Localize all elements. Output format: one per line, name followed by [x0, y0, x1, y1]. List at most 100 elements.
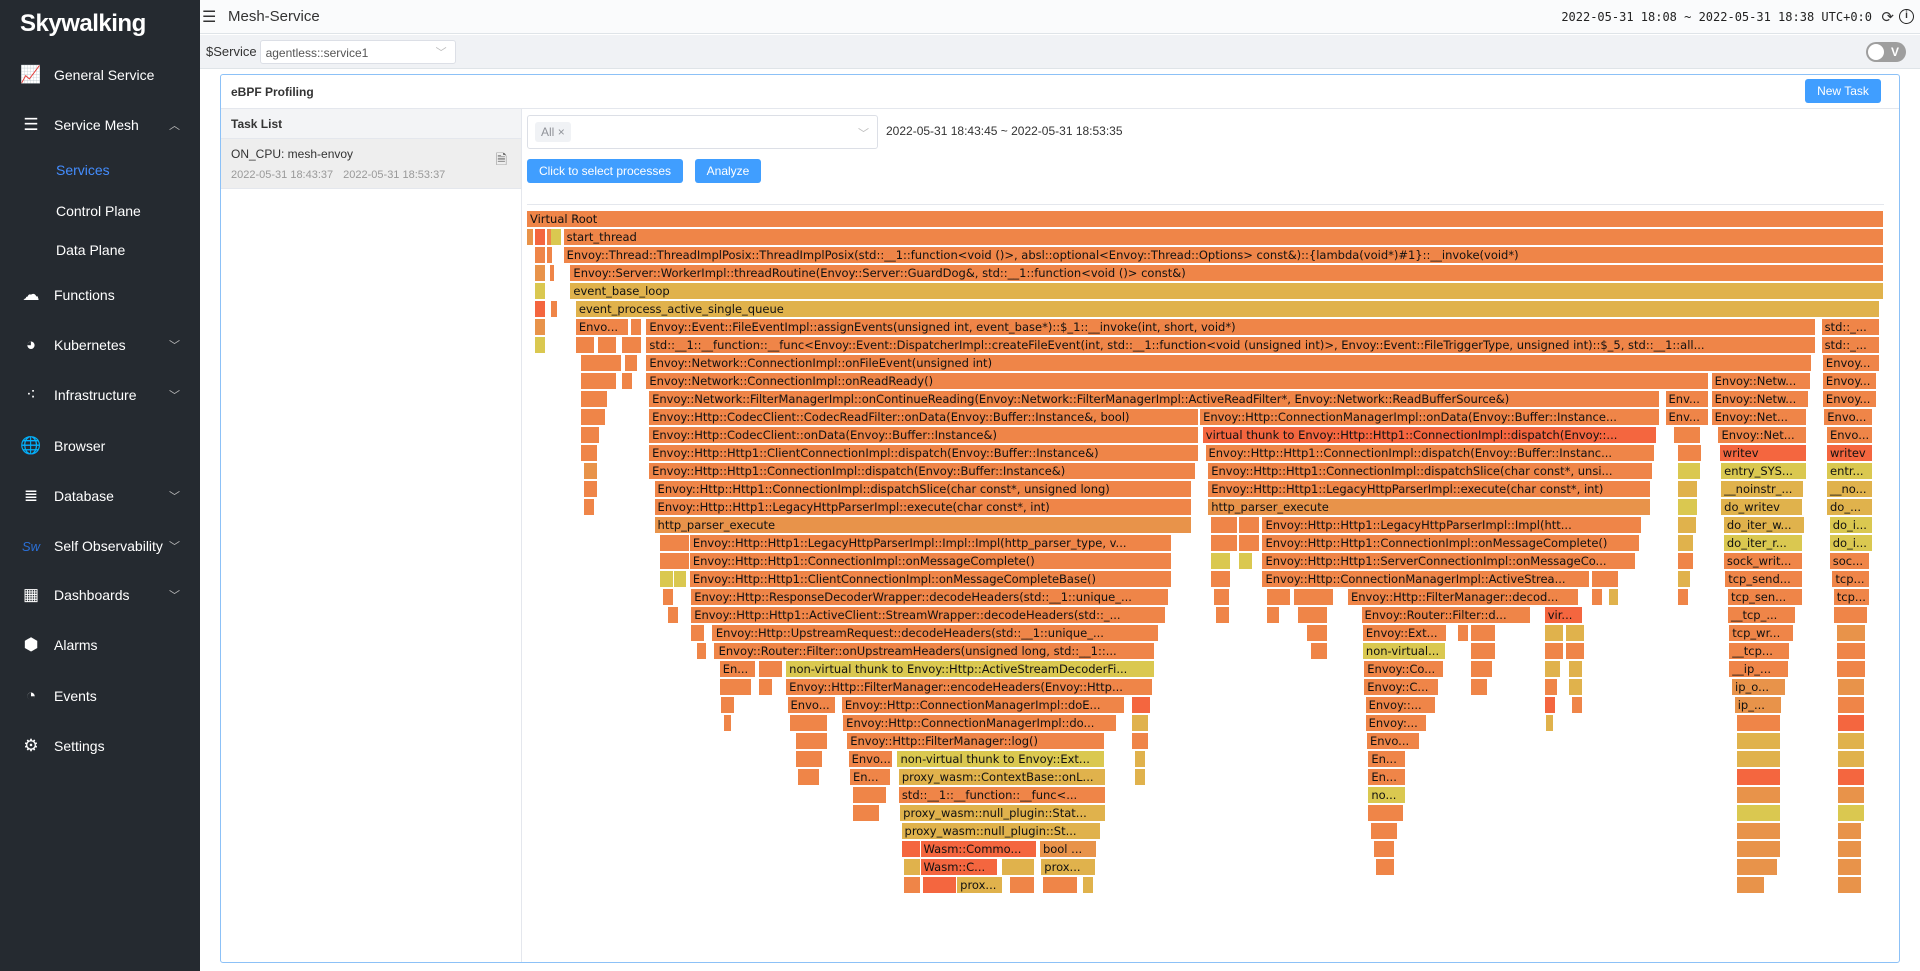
sidebar-item-kubernetes[interactable]: ◕ Kubernetes ﹀ — [0, 330, 200, 360]
flame-frame[interactable] — [581, 391, 609, 408]
flame-frame[interactable] — [1737, 877, 1765, 894]
flame-frame[interactable] — [1307, 625, 1328, 642]
flame-frame[interactable]: Envo... — [787, 697, 837, 714]
flame-frame[interactable]: do_i... — [1829, 535, 1874, 552]
flame-frame[interactable] — [1213, 589, 1230, 606]
flame-frame[interactable] — [1836, 661, 1867, 678]
flame-frame[interactable] — [1544, 661, 1562, 678]
flame-frame[interactable]: soc... — [1829, 553, 1871, 570]
edit-toggle[interactable]: V — [1866, 41, 1906, 62]
flame-frame[interactable]: Envoy::Http::CodecClient::CodecReadFilte… — [649, 409, 1199, 426]
flame-frame[interactable] — [790, 715, 829, 732]
flame-frame[interactable]: Envoy::... — [1365, 697, 1437, 714]
flame-frame[interactable]: http_parser_execute — [654, 517, 1192, 534]
flame-frame[interactable] — [1239, 535, 1260, 552]
flame-frame[interactable] — [535, 301, 546, 318]
flame-frame[interactable]: Envoy::Netw... — [1711, 373, 1811, 390]
sidebar-item-functions[interactable]: ☁ Functions — [0, 280, 200, 310]
flame-frame[interactable]: vir... — [1544, 607, 1583, 624]
flame-frame[interactable]: Envoy::Http::Http1::ServerConnectionImpl… — [1262, 553, 1636, 570]
flame-frame[interactable]: tcp_send... — [1725, 571, 1803, 588]
flame-frame[interactable] — [759, 679, 773, 696]
sidebar-item-settings[interactable]: ⚙ Settings — [0, 731, 200, 761]
flame-frame[interactable] — [673, 571, 688, 588]
flame-frame[interactable] — [1471, 625, 1496, 642]
flame-frame[interactable] — [1373, 841, 1396, 858]
flame-frame[interactable]: Envoy::Net... — [1711, 409, 1807, 426]
flame-frame[interactable] — [1836, 643, 1867, 660]
flame-frame[interactable] — [597, 337, 617, 354]
flame-frame[interactable]: std::_... — [1821, 337, 1880, 354]
flame-frame[interactable]: Envo... — [575, 319, 629, 336]
flame-frame[interactable] — [1210, 535, 1239, 552]
flame-frame[interactable]: __noinstr_... — [1721, 481, 1804, 498]
flame-frame[interactable]: En... — [719, 661, 757, 678]
flame-frame[interactable]: prox... — [957, 877, 1004, 894]
flame-frame[interactable] — [923, 877, 958, 894]
flame-frame[interactable] — [696, 643, 708, 660]
select-processes-button[interactable]: Click to select processes — [527, 159, 683, 183]
flame-frame[interactable] — [1833, 607, 1868, 624]
flame-frame[interactable]: __no... — [1827, 481, 1874, 498]
flame-frame[interactable]: do_writev — [1721, 499, 1803, 516]
flame-frame[interactable]: prox... — [1041, 859, 1096, 876]
flame-frame[interactable] — [798, 769, 821, 786]
flame-frame[interactable] — [1677, 499, 1699, 516]
flame-frame[interactable] — [723, 715, 732, 732]
flame-frame[interactable] — [1677, 463, 1701, 480]
flame-frame[interactable] — [1569, 661, 1583, 678]
sidebar-item-general-service[interactable]: 📈 General Service — [0, 60, 200, 90]
flame-frame[interactable] — [547, 247, 553, 264]
flame-frame[interactable] — [1471, 661, 1494, 678]
flame-frame[interactable]: Envoy::Http::ResponseDecoderWrapper::dec… — [691, 589, 1169, 606]
flame-frame[interactable]: std::__1::__function::__func<... — [898, 787, 1107, 804]
flame-frame[interactable]: std::_... — [1821, 319, 1880, 336]
flame-frame[interactable] — [581, 445, 598, 462]
flame-frame[interactable] — [1042, 877, 1078, 894]
flame-frame[interactable] — [1293, 589, 1335, 606]
sidebar-item-dashboards[interactable]: ▦ Dashboards ﹀ — [0, 580, 200, 610]
flame-frame[interactable] — [1371, 823, 1399, 840]
flame-frame[interactable] — [535, 229, 546, 246]
flame-frame[interactable]: Envo... — [1827, 427, 1874, 444]
flame-frame[interactable] — [1677, 589, 1689, 606]
flame-frame[interactable]: Envoy::Netw... — [1711, 391, 1810, 408]
flame-frame[interactable] — [581, 373, 617, 390]
flame-frame[interactable] — [668, 607, 679, 624]
flame-frame[interactable] — [581, 409, 606, 426]
flame-frame[interactable] — [1737, 733, 1781, 750]
flame-frame[interactable]: sock_writ... — [1723, 553, 1803, 570]
flame-frame[interactable]: Envoy::Router::Filter::d... — [1361, 607, 1532, 624]
flame-frame[interactable]: Envoy::Http::Http1::ClientConnectionImpl… — [689, 571, 1172, 588]
flame-frame[interactable]: Envoy::Http::Http1::ConnectionImpl::disp… — [654, 481, 1192, 498]
flame-frame[interactable] — [1311, 643, 1328, 660]
flame-frame[interactable] — [1544, 643, 1564, 660]
flame-frame[interactable] — [1297, 607, 1328, 624]
flame-frame[interactable] — [1566, 625, 1586, 642]
flame-frame[interactable]: Envoy::Ext... — [1362, 625, 1448, 642]
flame-frame[interactable] — [1677, 535, 1695, 552]
flame-frame[interactable]: Envoy... — [1822, 391, 1878, 408]
flame-frame[interactable] — [1544, 697, 1556, 714]
reload-icon[interactable]: ⟳ — [1881, 8, 1894, 26]
process-filter-select[interactable]: All × ﹀ — [527, 115, 878, 149]
flame-frame[interactable]: Envoy::Http::Http1::ConnectionImpl::onMe… — [1262, 535, 1640, 552]
flame-frame[interactable] — [1132, 715, 1149, 732]
sidebar-item-database[interactable]: ≣ Database ﹀ — [0, 481, 200, 511]
info-icon[interactable]: i — [1899, 9, 1914, 24]
flame-frame[interactable] — [551, 229, 563, 246]
flame-frame[interactable] — [1210, 571, 1232, 588]
flame-frame[interactable] — [1544, 625, 1564, 642]
flame-frame[interactable]: __tcp... — [1729, 643, 1791, 660]
flame-frame[interactable]: Envoy::Server::WorkerImpl::threadRoutine… — [570, 265, 1884, 282]
close-icon[interactable]: × — [557, 125, 565, 139]
flame-frame[interactable] — [551, 301, 559, 318]
flame-frame[interactable]: tcp_wr... — [1729, 625, 1795, 642]
flame-frame[interactable] — [527, 229, 534, 246]
sidebar-item-services[interactable]: Services — [0, 155, 200, 185]
flame-frame[interactable]: Envoy::Network::ConnectionImpl::onFileEv… — [646, 355, 1813, 372]
flame-frame[interactable]: Envoy::Http::Http1::ClientConnectionImpl… — [649, 445, 1199, 462]
flame-frame[interactable]: Envoy::Thread::ThreadImplPosix::ThreadIm… — [563, 247, 1884, 264]
flame-frame[interactable]: do_iter_w... — [1723, 517, 1806, 534]
flame-frame[interactable] — [1134, 769, 1146, 786]
